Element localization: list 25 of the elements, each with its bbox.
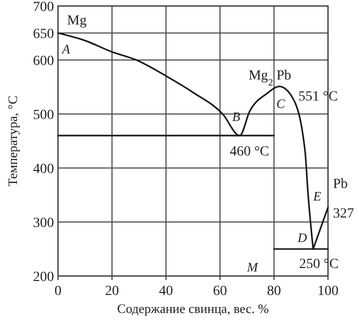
x-axis-title: Содержание свинца, вес. % [117, 301, 270, 316]
y-tick-label: 700 [33, 0, 54, 15]
x-tick-label: 0 [54, 284, 62, 299]
y-axis-title: Температура, °C [5, 96, 20, 186]
x-tick-label: 20 [105, 284, 119, 299]
y-tick-label: 400 [33, 162, 54, 177]
annotation: 327 [333, 206, 354, 222]
annotation: M [246, 259, 259, 274]
annotation: D [296, 230, 308, 246]
annotation: Mg [67, 14, 87, 28]
annotation: C [276, 96, 286, 112]
y-tick-label: 200 [33, 270, 54, 285]
annotation: E [312, 188, 322, 204]
text: Pb [333, 177, 348, 192]
x-tick-label: 100 [318, 284, 338, 299]
annotation: 460 °C [230, 144, 270, 160]
x-tick-label: 40 [159, 284, 173, 299]
y-tick-label: 600 [33, 54, 54, 69]
x-tick-label: 60 [213, 284, 227, 299]
y-tick-label: 650 [33, 27, 54, 42]
y-tick-label: 500 [33, 108, 54, 123]
annotation: Mg$_{2}$ Pb [248, 68, 292, 88]
x-tick-label: 80 [267, 284, 281, 299]
y-tick-label: 300 [33, 216, 54, 231]
annotation: A [61, 42, 70, 57]
